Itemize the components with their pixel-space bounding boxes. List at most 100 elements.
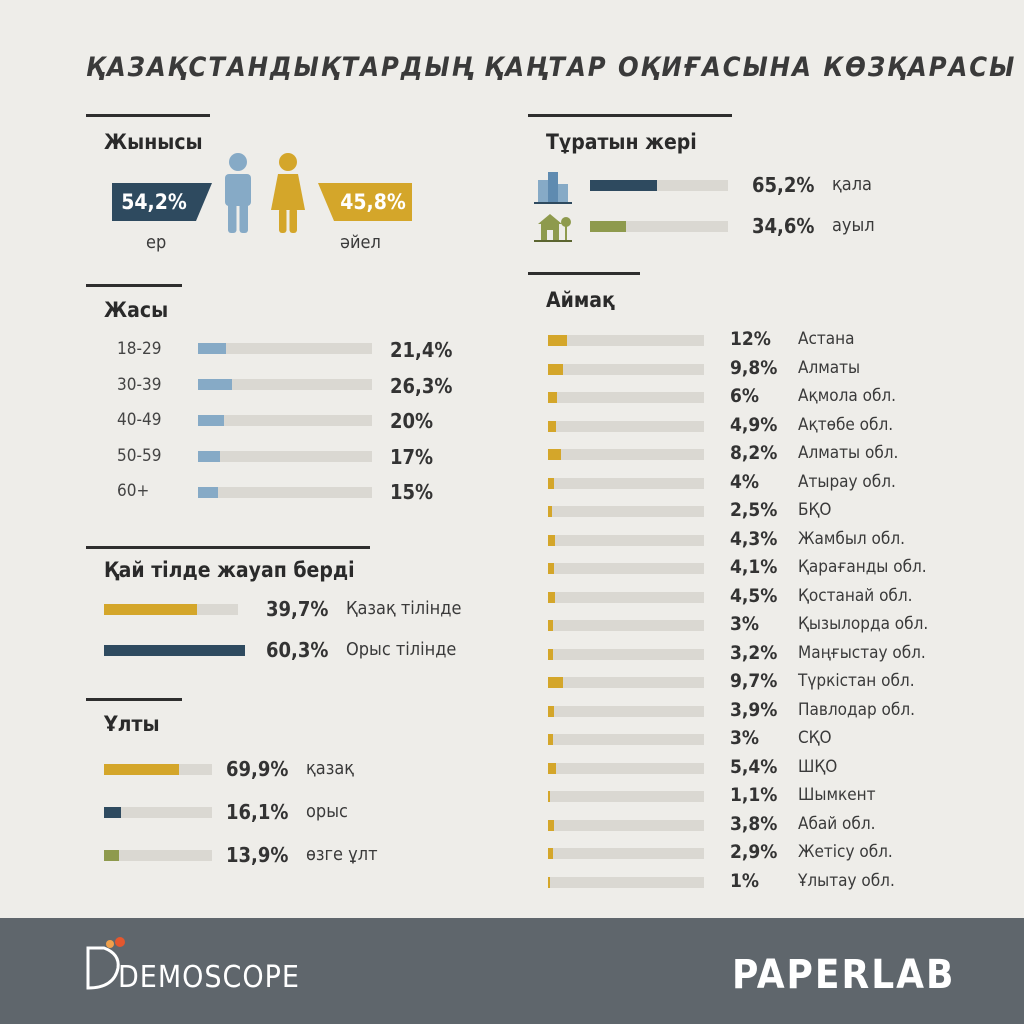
age-percent: 21,4% (390, 338, 453, 362)
residence-percent: 34,6% (752, 214, 815, 238)
age-group-label: 30-39 (117, 374, 162, 395)
region-percent: 8,2% (730, 442, 778, 464)
demoscope-logo: DEMOSCOPE (118, 960, 300, 995)
region-label: Жетісу обл. (798, 842, 893, 862)
ethnicity-label: өзге ұлт (306, 844, 378, 865)
region-bar-track (548, 392, 704, 403)
region-percent: 9,7% (730, 670, 778, 692)
region-bar (548, 477, 555, 489)
age-bar-track (198, 415, 372, 426)
region-percent: 2,9% (730, 841, 778, 863)
region-label: Абай обл. (798, 813, 876, 834)
woman-icon (271, 153, 305, 233)
region-bar-track (548, 506, 704, 517)
ethnicity-percent: 69,9% (226, 757, 289, 781)
region-bar (548, 677, 564, 688)
residence-label: ауыл (832, 215, 875, 236)
section-rule (528, 114, 732, 117)
language-label: Орыс тілінде (346, 639, 457, 660)
region-percent: 4,3% (730, 527, 778, 550)
region-bar (548, 734, 553, 745)
region-bar-track (548, 791, 704, 802)
region-bar (548, 420, 556, 432)
region-bar-track (548, 591, 704, 603)
region-label: ШҚО (798, 756, 838, 777)
ethnicity-bar-track (104, 807, 212, 818)
age-heading: Жасы (104, 298, 169, 322)
male-percent: 54,2% (121, 190, 187, 214)
ethnicity-bar-track (104, 764, 212, 775)
region-bar-track (548, 449, 704, 460)
residence-bar-track (590, 221, 728, 232)
male-tag-notch (196, 183, 212, 221)
region-heading: Аймақ (546, 288, 615, 312)
region-percent: 3,8% (730, 812, 778, 835)
region-label: Ұлытау обл. (798, 870, 895, 891)
region-label: Шымкент (798, 785, 876, 805)
ethnicity-label: қазақ (306, 758, 355, 779)
region-bar-track (548, 563, 704, 574)
demoscope-logo-mark (86, 937, 125, 990)
region-percent: 3,2% (730, 641, 778, 664)
region-percent: 3% (730, 613, 760, 635)
region-bar-track (548, 819, 704, 831)
age-bar-track (198, 487, 372, 498)
region-percent: 9,8% (730, 356, 778, 379)
age-bar (198, 415, 225, 426)
section-rule (528, 272, 640, 275)
region-percent: 3% (730, 727, 760, 749)
language-heading: Қай тілде жауап берді (104, 558, 355, 582)
residence-bar (590, 221, 626, 232)
region-label: Маңғыстау обл. (798, 642, 926, 663)
age-bar-track (198, 451, 372, 462)
section-rule (86, 284, 182, 287)
region-bar-track (548, 420, 704, 432)
female-tag-notch (318, 183, 334, 221)
region-bar-track (548, 363, 704, 375)
age-bar (198, 451, 221, 462)
region-label: Алматы (798, 357, 861, 378)
age-percent: 20% (390, 409, 434, 433)
male-percent-tag: 54,2% (112, 183, 196, 221)
region-bar-track (548, 335, 704, 346)
region-bar (548, 534, 555, 546)
village-house-icon (534, 214, 572, 242)
ethnicity-bar-track (104, 850, 212, 861)
age-group-label: 60+ (117, 481, 150, 501)
region-bar (548, 876, 550, 888)
region-label: Қостанай обл. (798, 585, 913, 606)
region-percent: 12% (730, 328, 771, 350)
age-bar (198, 379, 233, 390)
region-bar (548, 819, 554, 831)
man-icon (225, 153, 251, 233)
region-bar (548, 762, 557, 774)
female-percent: 45,8% (340, 190, 406, 214)
section-rule (86, 698, 182, 701)
page-title: ҚАЗАҚСТАНДЫҚТАРДЫҢ ҚАҢТАР ОҚИҒАСЫНА КӨЗҚ… (86, 52, 1017, 83)
residence-heading: Тұратын жері (546, 130, 697, 154)
age-group-label: 40-49 (117, 410, 162, 430)
region-percent: 2,5% (730, 499, 778, 521)
region-label: Жамбыл обл. (798, 528, 905, 549)
language-percent: 39,7% (266, 597, 329, 621)
age-group-label: 18-29 (117, 339, 162, 359)
paperlab-logo: PAPERLAB (732, 952, 956, 998)
language-bar (104, 604, 198, 615)
region-bar (548, 848, 553, 859)
female-label: әйел (340, 232, 381, 253)
ethnicity-percent: 13,9% (226, 843, 289, 867)
region-bar-track (548, 734, 704, 745)
footer (0, 918, 1024, 1024)
age-bar (198, 487, 218, 498)
age-percent: 17% (390, 444, 434, 469)
region-percent: 1,1% (730, 784, 778, 806)
ethnicity-bar (104, 850, 119, 861)
region-bar (548, 506, 552, 517)
region-bar (548, 335, 567, 346)
region-label: Ақтөбе обл. (798, 414, 894, 435)
language-bar-track (104, 604, 238, 615)
region-percent: 4,1% (730, 556, 778, 578)
language-percent: 60,3% (266, 638, 329, 662)
region-bar (548, 705, 555, 717)
region-percent: 6% (730, 385, 760, 407)
